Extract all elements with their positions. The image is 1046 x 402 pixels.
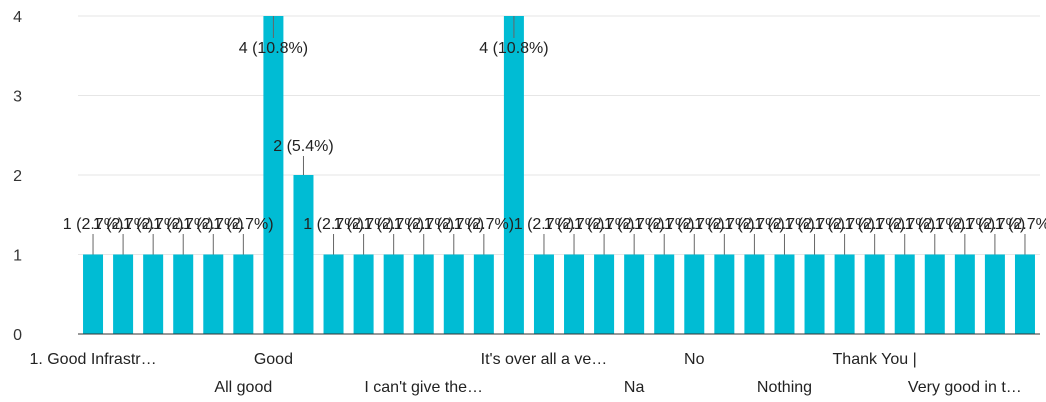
x-axis-ticks: 1. Good Infrastr… All good Good I can't giv… (29, 351, 1021, 396)
bar (714, 254, 735, 334)
bar (894, 254, 915, 334)
data-label: 1 (2.7%) (574, 216, 634, 233)
bar (323, 254, 344, 334)
data-label: 1 (2.7%) (784, 216, 844, 233)
data-label: 1 (2.7%) (754, 216, 814, 233)
data-label: 1 (2.7%) (183, 216, 243, 233)
bar (564, 254, 585, 334)
data-label: 1 (2.7%) (724, 216, 784, 233)
data-label: 1 (2.7%) (363, 216, 423, 233)
bar (984, 254, 1005, 334)
data-label: 1 (2.7%) (393, 216, 453, 233)
bar (654, 254, 675, 334)
bar (263, 16, 284, 334)
data-label: 1 (2.7%) (604, 216, 664, 233)
bar (233, 254, 254, 334)
data-label: 1 (2.7%) (153, 216, 213, 233)
x-tick-label: I can't give the… (364, 379, 483, 396)
bar (473, 254, 494, 334)
bar (834, 254, 855, 334)
y-tick-label: 3 (13, 89, 22, 106)
data-label: 1 (2.7%) (333, 216, 393, 233)
bar (353, 254, 374, 334)
bar (864, 254, 885, 334)
data-label: 1 (2.7%) (874, 216, 934, 233)
data-label: 1 (2.7%) (965, 216, 1025, 233)
data-label: 1 (2.7%) (303, 216, 363, 233)
data-label: 2 (5.4%) (273, 138, 333, 155)
bar (1014, 254, 1035, 334)
x-tick-label: Good (254, 351, 293, 368)
bar (83, 254, 104, 334)
data-label: 4 (10.8%) (479, 40, 548, 57)
bar (744, 254, 765, 334)
bar (533, 254, 554, 334)
x-tick-label: Thank You | (833, 351, 917, 368)
bar (594, 254, 615, 334)
data-label: 1 (2.7%) (814, 216, 874, 233)
y-tick-label: 1 (13, 248, 22, 265)
data-label: 1 (2.7%) (935, 216, 995, 233)
y-axis-ticks: 0 1 2 3 4 (13, 9, 22, 344)
x-tick-label: 1. Good Infrastr… (29, 351, 156, 368)
bar (804, 254, 825, 334)
x-tick-label: Nothing (757, 379, 812, 396)
data-label: 1 (2.7%) (905, 216, 965, 233)
bar (443, 254, 464, 334)
bar (774, 254, 795, 334)
y-tick-label: 0 (13, 327, 22, 344)
data-label: 1 (2.7%) (63, 216, 123, 233)
data-label: 1 (2.7%) (844, 216, 904, 233)
bar (624, 254, 645, 334)
data-label: 1 (2.7%) (694, 216, 754, 233)
x-tick-label: No (684, 351, 705, 368)
bar (113, 254, 134, 334)
data-label: 1 (2.7%) (995, 216, 1046, 233)
bar (413, 254, 434, 334)
bar (143, 254, 164, 334)
data-label: 1 (2.7%) (454, 216, 514, 233)
data-labels: 1 (2.7%)1 (2.7%)1 (2.7%)1 (2.7%)1 (2.7%)… (63, 16, 1046, 255)
data-label: 1 (2.7%) (634, 216, 694, 233)
bar (954, 254, 975, 334)
data-label: 4 (10.8%) (239, 40, 308, 57)
data-label: 1 (2.7%) (544, 216, 604, 233)
data-label: 1 (2.7%) (93, 216, 153, 233)
bar (684, 254, 705, 334)
x-tick-label: Na (624, 379, 645, 396)
data-label: 1 (2.7%) (664, 216, 724, 233)
bar (503, 16, 524, 334)
data-label: 1 (2.7%) (514, 216, 574, 233)
bar (383, 254, 404, 334)
data-label: 1 (2.7%) (213, 216, 273, 233)
data-label: 1 (2.7%) (424, 216, 484, 233)
bar (924, 254, 945, 334)
x-tick-label: It's over all a ve… (481, 351, 608, 368)
y-tick-label: 2 (13, 168, 22, 185)
bar (173, 254, 194, 334)
data-label: 1 (2.7%) (123, 216, 183, 233)
x-tick-label: All good (214, 379, 272, 396)
bar (203, 254, 224, 334)
y-tick-label: 4 (13, 9, 22, 26)
bars (83, 16, 1035, 334)
x-tick-label: Very good in t… (908, 379, 1022, 396)
bar (293, 175, 314, 334)
